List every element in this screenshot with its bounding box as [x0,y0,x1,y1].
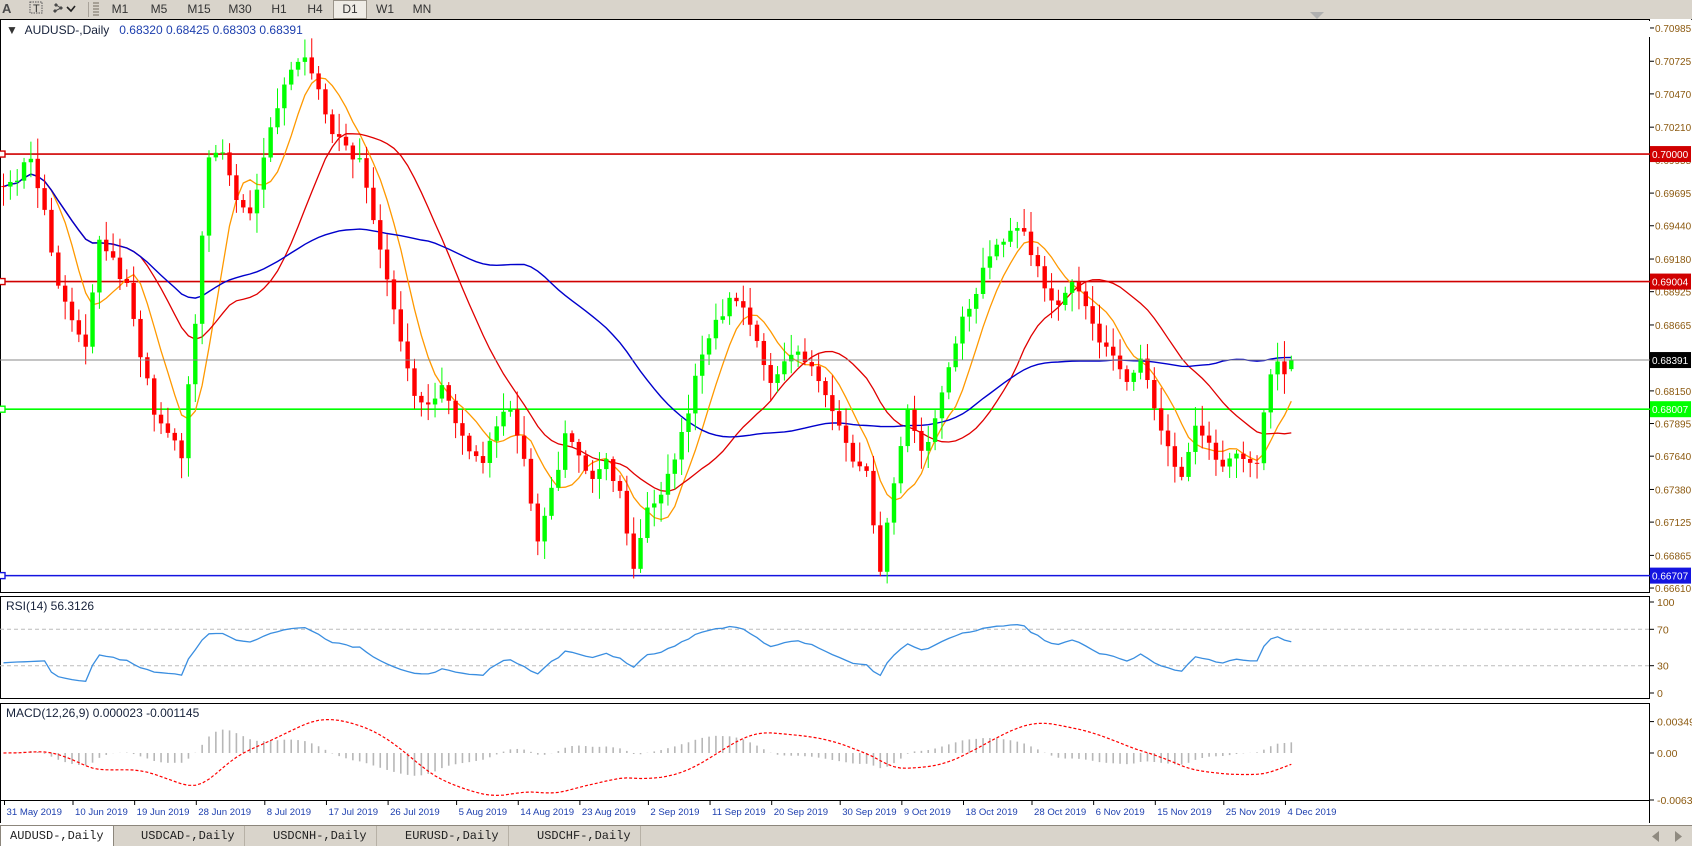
svg-text:T: T [33,3,40,15]
svg-text:6 Nov 2019: 6 Nov 2019 [1096,807,1145,818]
svg-text:9 Oct 2019: 9 Oct 2019 [904,807,951,818]
svg-text:5 Aug 2019: 5 Aug 2019 [459,807,508,818]
svg-text:30 Sep 2019: 30 Sep 2019 [842,807,896,818]
svg-text:0.66707: 0.66707 [1652,572,1689,583]
svg-text:28 Jun 2019: 28 Jun 2019 [198,807,251,818]
svg-text:0.67640: 0.67640 [1655,452,1692,463]
svg-text:0.69440: 0.69440 [1655,222,1692,233]
svg-text:0.69180: 0.69180 [1655,255,1692,266]
svg-text:4 Dec 2019: 4 Dec 2019 [1287,807,1336,818]
svg-text:0.68391: 0.68391 [1652,356,1689,367]
svg-text:0: 0 [1657,688,1663,700]
svg-text:0.70000: 0.70000 [1652,150,1689,161]
svg-text:0.67125: 0.67125 [1655,518,1692,529]
svg-text:70: 70 [1657,624,1669,636]
svg-text:14 Aug 2019: 14 Aug 2019 [520,807,574,818]
svg-text:17 Jul 2019: 17 Jul 2019 [328,807,378,818]
svg-text:0.00: 0.00 [1657,748,1678,760]
svg-text:2 Sep 2019: 2 Sep 2019 [650,807,699,818]
svg-text:0.67380: 0.67380 [1655,485,1692,496]
svg-text:30: 30 [1657,661,1669,673]
svg-text:0.70985: 0.70985 [1655,24,1692,35]
svg-text:28 Oct 2019: 28 Oct 2019 [1034,807,1086,818]
svg-text:0.66610: 0.66610 [1655,584,1692,595]
svg-text:0.68007: 0.68007 [1652,405,1689,416]
svg-text:0.67895: 0.67895 [1655,420,1692,431]
svg-text:0.66865: 0.66865 [1655,551,1692,562]
svg-text:0.68150: 0.68150 [1655,387,1692,398]
svg-text:11 Sep 2019: 11 Sep 2019 [712,807,766,818]
svg-text:0.69004: 0.69004 [1652,278,1689,289]
svg-text:26 Jul 2019: 26 Jul 2019 [390,807,440,818]
svg-text:0.00349: 0.00349 [1657,717,1692,729]
svg-text:0.70470: 0.70470 [1655,90,1692,101]
svg-text:18 Oct 2019: 18 Oct 2019 [966,807,1018,818]
svg-text:100: 100 [1657,597,1675,609]
svg-text:0.70725: 0.70725 [1655,57,1692,68]
svg-text:20 Sep 2019: 20 Sep 2019 [774,807,828,818]
svg-text:8 Jul 2019: 8 Jul 2019 [267,807,311,818]
svg-text:19 Jun 2019: 19 Jun 2019 [137,807,190,818]
svg-text:0.68665: 0.68665 [1655,321,1692,332]
svg-text:10 Jun 2019: 10 Jun 2019 [75,807,128,818]
svg-text:31 May 2019: 31 May 2019 [7,807,62,818]
svg-text:25 Nov 2019: 25 Nov 2019 [1226,807,1280,818]
svg-text:15 Nov 2019: 15 Nov 2019 [1157,807,1211,818]
svg-text:0.70210: 0.70210 [1655,123,1692,134]
svg-text:0.69695: 0.69695 [1655,189,1692,200]
svg-text:23 Aug 2019: 23 Aug 2019 [582,807,636,818]
